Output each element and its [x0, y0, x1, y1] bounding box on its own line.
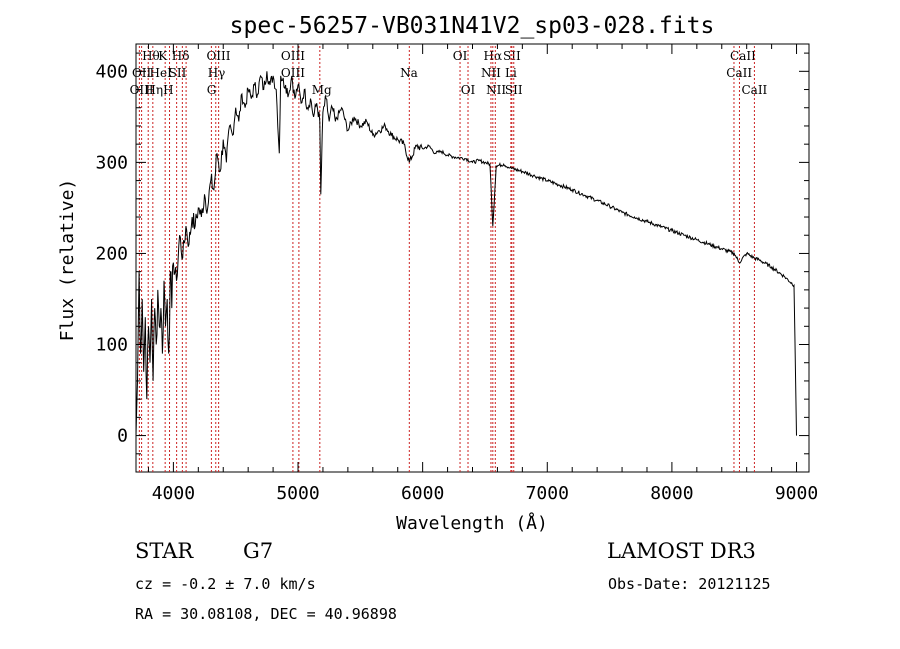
x-axis-label: Wavelength (Å) — [396, 512, 548, 534]
y-tick-label: 0 — [117, 426, 128, 447]
spectral-line-label: Hδ — [172, 49, 190, 63]
spectral-line-label: SII — [169, 66, 187, 80]
observation-date: Obs-Date: 20121125 — [608, 575, 771, 593]
object-class: STAR — [135, 539, 194, 563]
spectral-line-label: OII — [132, 66, 152, 80]
spectral-line-label: K — [158, 49, 168, 63]
x-tick-label: 8000 — [650, 483, 693, 504]
survey-name: LAMOST DR3 — [607, 539, 756, 563]
x-tick-label: 9000 — [775, 483, 818, 504]
spectral-line-markers: HθHηKHHδSIIHeIOIIOIIIOIIIHγGOIIIOIIIMgNa… — [130, 46, 768, 472]
spectral-line-label: CaII — [726, 66, 752, 80]
axis-ticks: 4000 5000 6000 7000 8000 9000 0 100 200 300 400 — [95, 44, 818, 504]
spectral-line-label: SII — [503, 49, 521, 63]
object-subclass: G7 — [243, 539, 274, 563]
spectral-line-label: Hθ — [142, 49, 160, 63]
x-tick-label: 6000 — [401, 483, 444, 504]
spectral-line-label: H — [163, 83, 173, 97]
spectral-line-label: CaII — [730, 49, 756, 63]
spectral-line-label: Mg — [312, 83, 332, 97]
spectral-line-label: Hγ — [208, 66, 226, 80]
x-tick-label: 4000 — [152, 483, 195, 504]
spectral-line-label: NII — [486, 83, 506, 97]
spectrum-series-line — [135, 71, 797, 436]
spectral-line-label: NII — [481, 66, 501, 80]
y-tick-label: 200 — [95, 243, 128, 264]
spectral-line-label: OI — [461, 83, 476, 97]
spectral-line-label: OI — [453, 49, 468, 63]
x-tick-label: 7000 — [526, 483, 569, 504]
spectral-line-label: Li — [505, 66, 517, 80]
spectral-line-label: OIII — [281, 49, 305, 63]
spectral-line-label: Hη — [145, 83, 163, 97]
plot-frame — [135, 43, 810, 473]
spectral-line-label: SII — [505, 83, 523, 97]
y-tick-label: 300 — [95, 152, 128, 173]
coordinates-text: RA = 30.08108, DEC = 40.96898 — [135, 605, 397, 623]
y-axis-label: Flux (relative) — [57, 179, 78, 342]
y-tick-label: 100 — [95, 335, 128, 356]
spectral-line-label: Na — [400, 66, 418, 80]
x-tick-label: 5000 — [276, 483, 319, 504]
spectral-line-label: Hα — [484, 49, 503, 63]
spectral-line-label: OIII — [281, 66, 305, 80]
spectral-line-label: HeI — [150, 66, 173, 80]
spectral-line-label: G — [207, 83, 217, 97]
redshift-text: cz = -0.2 ± 7.0 km/s — [135, 575, 316, 593]
chart-title: spec-56257-VB031N41V2_sp03-028.fits — [230, 13, 715, 39]
spectral-line-label: OIII — [206, 49, 230, 63]
spectral-line-label: OIII — [130, 83, 154, 97]
spectral-line-label: CaII — [741, 83, 767, 97]
y-tick-label: 400 — [95, 61, 128, 82]
